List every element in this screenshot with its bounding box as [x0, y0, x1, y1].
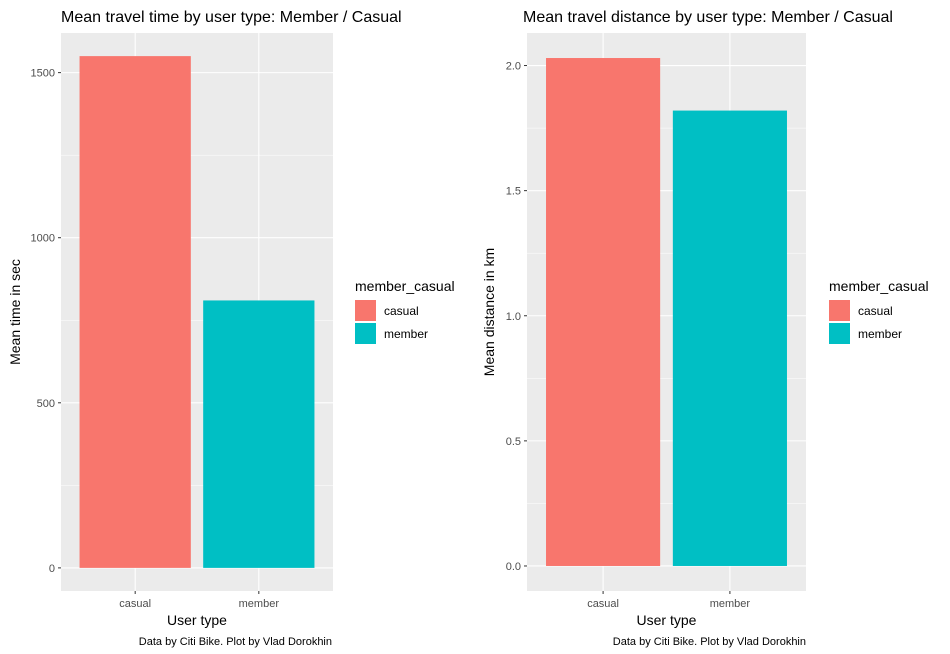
x-axis-title: User type	[167, 612, 227, 628]
chart-title: Mean travel time by user type: Member / …	[61, 9, 402, 26]
y-tick-label: 0	[49, 563, 55, 575]
bar-member	[672, 110, 787, 566]
x-axis-title: User type	[637, 612, 697, 628]
y-tick-label: 0.5	[506, 436, 521, 448]
legend-label-member: member	[384, 327, 428, 341]
legend-key-casual	[829, 300, 850, 321]
legend-key-member	[829, 323, 850, 344]
x-tick-label: member	[239, 598, 280, 610]
legend-label-casual: casual	[384, 304, 419, 318]
legend-key-casual	[355, 300, 376, 321]
bar-member	[203, 300, 315, 568]
plot-caption: Data by Citi Bike. Plot by Vlad Dorokhin	[139, 636, 332, 648]
y-axis-title: Mean time in sec	[7, 259, 23, 365]
y-tick-label: 0.0	[506, 561, 521, 573]
x-tick-label: casual	[119, 598, 151, 610]
x-tick-label: member	[710, 598, 751, 610]
legend-key-member	[355, 323, 376, 344]
plot-caption: Data by Citi Bike. Plot by Vlad Dorokhin	[613, 636, 806, 648]
y-tick-label: 1.5	[506, 186, 521, 198]
bar-casual	[79, 56, 191, 568]
chart-panel-2: 0.0 0.5 1.0 1.5 2.0 casual member Mean travel d…	[481, 9, 929, 648]
legend-title: member_casual	[355, 278, 455, 294]
chart-title: Mean travel distance by user type: Membe…	[523, 9, 893, 26]
chart-panel-1: 0 500 1000 1500 casual member Mean travel time…	[7, 9, 455, 648]
y-tick-label: 1000	[31, 233, 55, 245]
x-tick-label: casual	[587, 598, 619, 610]
legend-label-member: member	[858, 327, 902, 341]
legend-label-casual: casual	[858, 304, 893, 318]
y-axis-title: Mean distance in km	[481, 248, 497, 376]
y-tick-label: 2.0	[506, 61, 521, 73]
y-tick-label: 500	[37, 398, 55, 410]
legend-title: member_casual	[829, 278, 929, 294]
bar-casual	[546, 58, 661, 566]
y-tick-label: 1.0	[506, 311, 521, 323]
y-tick-label: 1500	[31, 68, 55, 80]
